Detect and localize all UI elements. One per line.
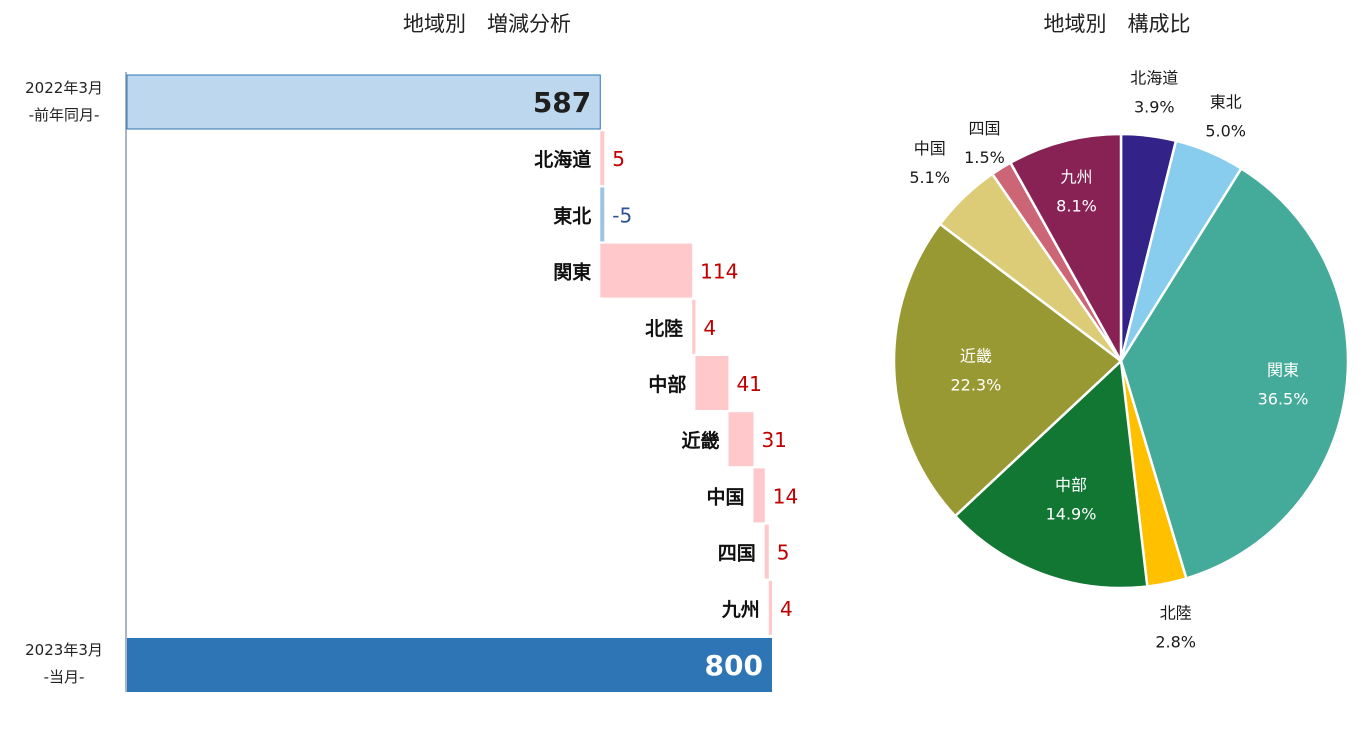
bar-end [127,638,772,692]
value-label-九州: 4 [780,597,793,621]
value-label-近畿: 31 [761,428,786,452]
value-label-四国: 5 [777,541,790,565]
end-label-line1: 2023年3月 [25,641,103,659]
slice-label-中国: 中国 [914,139,946,158]
slice-label-近畿: 近畿 [960,347,992,366]
category-label-中国: 中国 [706,485,744,508]
start-label-line2: -前年同月- [29,106,100,124]
category-label-関東: 関東 [553,261,591,284]
slice-percent-近畿: 22.3% [950,376,1001,395]
slice-label-北海道: 北海道 [1130,69,1178,88]
bar-北海道 [600,131,605,186]
category-label-東北: 東北 [553,204,591,227]
slice-percent-中部: 14.9% [1046,504,1097,523]
pie-chart: 地域別 構成比 北海道 3.9% 東北 5.0% 関東 36.5% 北陸 2.8% 中部 14.9… [892,12,1350,652]
waterfall-title: 地域別 増減分析 [403,12,571,36]
bar-東北 [600,187,605,242]
bar-四国 [764,524,769,579]
value-label-関東: 114 [700,260,738,284]
slice-label-四国: 四国 [968,119,1000,138]
slice-label-北陸: 北陸 [1160,604,1192,623]
slice-関東 [1119,167,1350,580]
bar-九州 [768,580,772,635]
value-label-北陸: 4 [703,316,716,340]
slice-percent-北陸: 2.8% [1155,633,1196,652]
pie-title: 地域別 構成比 [1044,12,1191,36]
value-label-中部: 41 [736,372,761,396]
slice-percent-四国: 1.5% [964,148,1005,167]
category-label-中部: 中部 [648,373,686,396]
slice-percent-九州: 8.1% [1056,197,1097,216]
start-label-line1: 2022年3月 [25,79,103,97]
slice-percent-北海道: 3.9% [1134,98,1175,117]
slice-percent-関東: 36.5% [1258,390,1309,409]
slice-percent-東北: 5.0% [1205,122,1246,141]
slice-percent-中国: 5.1% [909,168,950,187]
bar-北陸 [692,299,696,354]
category-label-近畿: 近畿 [681,429,719,452]
bar-中部 [695,356,729,410]
bar-start-value: 587 [533,86,591,119]
end-label-line2: -当月- [44,668,85,686]
slice-中部 [953,359,1149,590]
bar-end-value: 800 [705,649,763,682]
value-label-中国: 14 [773,484,798,508]
bar-近畿 [728,412,754,467]
value-label-北海道: 5 [612,147,625,171]
slice-label-関東: 関東 [1267,361,1299,380]
slice-label-東北: 東北 [1210,93,1242,112]
category-label-北陸: 北陸 [645,317,683,340]
waterfall-chart: 地域別 増減分析 2022年3月 -前年同月- 2023年3月 -当月- 587… [25,12,798,692]
value-label-東北: -5 [612,203,632,227]
slice-label-九州: 九州 [1060,168,1092,187]
slice-近畿 [892,222,1123,518]
slice-label-中部: 中部 [1055,475,1087,494]
bar-中国 [753,468,765,523]
slice-九州 [1009,132,1123,363]
category-label-九州: 九州 [721,599,760,621]
bar-start [126,74,601,130]
category-label-四国: 四国 [718,543,756,565]
category-label-北海道: 北海道 [534,148,591,171]
bar-関東 [600,243,693,298]
